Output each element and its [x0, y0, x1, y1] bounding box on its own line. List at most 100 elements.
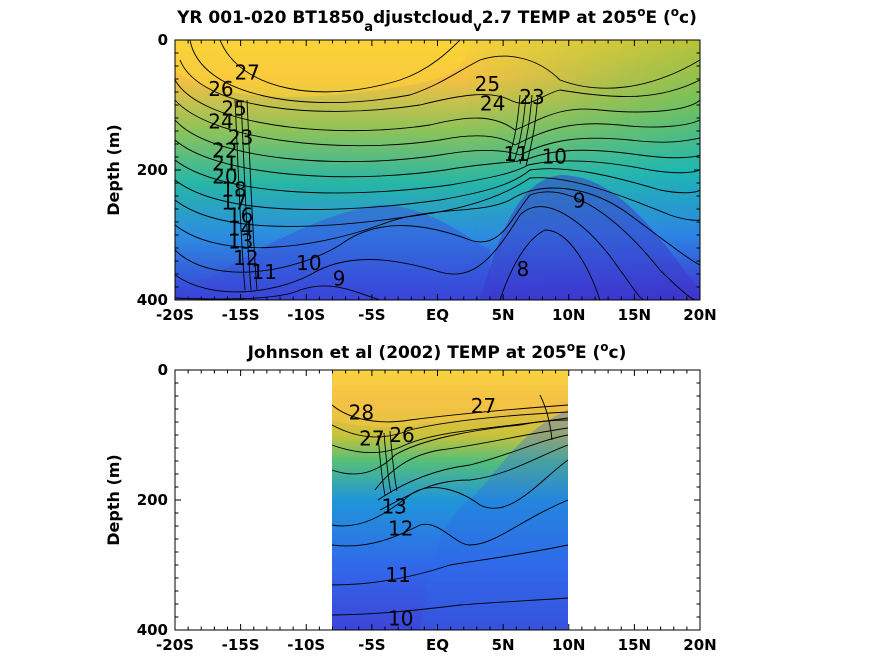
top-title-part: 2.7 TEMP at 205	[482, 8, 638, 28]
bottom-contour-label: 27	[471, 394, 496, 418]
top-contour	[179, 59, 700, 112]
bottom-contour-label: 10	[388, 606, 413, 630]
bottom-x-ticks: -20S -15S -10S -5S EQ 5N 10N 15N 20N	[156, 370, 717, 654]
top-contour-label: 18	[221, 178, 246, 202]
bottom-title-part: o	[600, 340, 608, 354]
top-contour-label: 14	[228, 217, 253, 241]
bottom-contour-label: 11	[385, 563, 410, 587]
top-contour-label: 21	[212, 152, 237, 176]
top-contour	[175, 119, 700, 163]
bottom-contour	[374, 427, 568, 491]
bottom-contour	[332, 419, 568, 475]
top-y-axis-label: Depth (m)	[104, 124, 123, 216]
bottom-contour-label: 13	[381, 495, 406, 519]
top-x-tick-label: 5N	[492, 306, 515, 324]
bottom-contour	[332, 404, 568, 423]
top-contour-label: 13	[228, 230, 253, 254]
bottom-x-tick-label: 5N	[492, 636, 515, 654]
bottom-contour	[389, 430, 398, 492]
top-contour	[519, 94, 533, 165]
top-y-tick-label: 200	[137, 161, 168, 179]
top-contour-label: 27	[234, 61, 259, 85]
top-x-tick-label: 20N	[683, 306, 716, 324]
top-contour-label: 20	[212, 165, 237, 189]
top-contour	[234, 99, 246, 291]
top-contour	[246, 99, 258, 291]
top-title-part: djustcloud	[373, 8, 473, 28]
bottom-x-tick-label: EQ	[426, 636, 449, 654]
bottom-contour	[332, 411, 568, 438]
top-title-part: o	[637, 5, 645, 19]
top-x-tick-label: -10S	[287, 306, 325, 324]
bottom-contour	[379, 444, 568, 511]
top-contour	[240, 99, 252, 291]
top-contour-label: 25	[221, 96, 246, 120]
top-cold-dome-west	[175, 205, 490, 300]
top-contour	[219, 40, 461, 93]
top-contour	[525, 94, 539, 167]
top-title-part: o	[671, 5, 679, 19]
top-contour	[175, 206, 646, 300]
bottom-title-part: E (	[575, 343, 600, 363]
bottom-panel: Johnson et al (2002) TEMP at 205oE (oc)	[104, 340, 717, 654]
top-contour-label: 16	[228, 204, 253, 228]
top-contour-label: 9	[333, 267, 346, 291]
bottom-y-tick-label: 0	[158, 361, 168, 379]
top-contour-label: 8	[516, 257, 529, 281]
top-contour-label: 10	[542, 144, 567, 168]
bottom-contour	[383, 432, 392, 494]
bottom-contour	[539, 394, 553, 441]
bottom-contour	[332, 459, 568, 527]
bottom-contour-label: 28	[349, 400, 374, 424]
top-panel: YR 001-020 BT1850adjustcloudv2.7 TEMP at…	[104, 5, 717, 324]
top-contour	[175, 168, 700, 210]
bottom-x-tick-label: 20N	[683, 636, 716, 654]
top-contour-label: 12	[233, 246, 258, 270]
top-x-tick-label: -5S	[358, 306, 385, 324]
top-contour-label: 17	[221, 191, 246, 215]
top-x-ticks: -20S -15S -10S -5S EQ 5N 10N 15N 20N	[156, 40, 717, 324]
bottom-title-part: o	[567, 340, 575, 354]
top-contour	[507, 94, 521, 161]
top-title-part: a	[364, 20, 373, 35]
bottom-x-tick-label: -15S	[222, 636, 260, 654]
bottom-contour-lines	[332, 394, 568, 616]
top-title-part: c)	[679, 8, 697, 28]
top-contour	[189, 40, 700, 103]
bottom-contour	[332, 499, 568, 547]
bottom-contour	[332, 597, 568, 616]
bottom-x-tick-label: 10N	[552, 636, 585, 654]
top-title-part: YR 001-020 BT1850	[176, 8, 364, 28]
top-y-tick-label: 400	[137, 291, 168, 309]
bottom-x-tick-label: -10S	[287, 636, 325, 654]
top-contour-label: 23	[228, 126, 253, 150]
bottom-contour-label: 26	[389, 423, 414, 447]
top-contour-label: 23	[519, 85, 544, 109]
bottom-contour-label: 12	[388, 517, 413, 541]
top-contour-label: 11	[504, 142, 529, 166]
bottom-x-tick-label: -20S	[156, 636, 194, 654]
bottom-y-tick-label: 400	[137, 621, 168, 639]
bottom-contour	[377, 434, 386, 496]
bottom-contour-label: 27	[359, 426, 384, 450]
top-x-tick-label: -20S	[156, 306, 194, 324]
top-y-tick-label: 0	[158, 31, 168, 49]
top-contour-label: 22	[212, 139, 237, 163]
top-contour-label: 24	[480, 92, 505, 116]
top-contour-label: 26	[208, 77, 233, 101]
top-x-tick-label: EQ	[426, 306, 449, 324]
bottom-x-tick-label: 15N	[618, 636, 651, 654]
bottom-title-part: c)	[609, 343, 627, 363]
bottom-contour	[332, 417, 568, 453]
bottom-title: Johnson et al (2002) TEMP at 205oE (oc)	[247, 340, 627, 363]
top-title-part: E (	[645, 8, 670, 28]
top-title-part: v	[473, 20, 482, 35]
bottom-title-part: Johnson et al (2002) TEMP at 205	[247, 343, 567, 363]
top-cold-dome-east	[480, 175, 700, 300]
top-title: YR 001-020 BT1850adjustcloudv2.7 TEMP at…	[176, 5, 697, 35]
top-x-tick-label: -15S	[222, 306, 260, 324]
top-contour-label: 25	[475, 72, 500, 96]
